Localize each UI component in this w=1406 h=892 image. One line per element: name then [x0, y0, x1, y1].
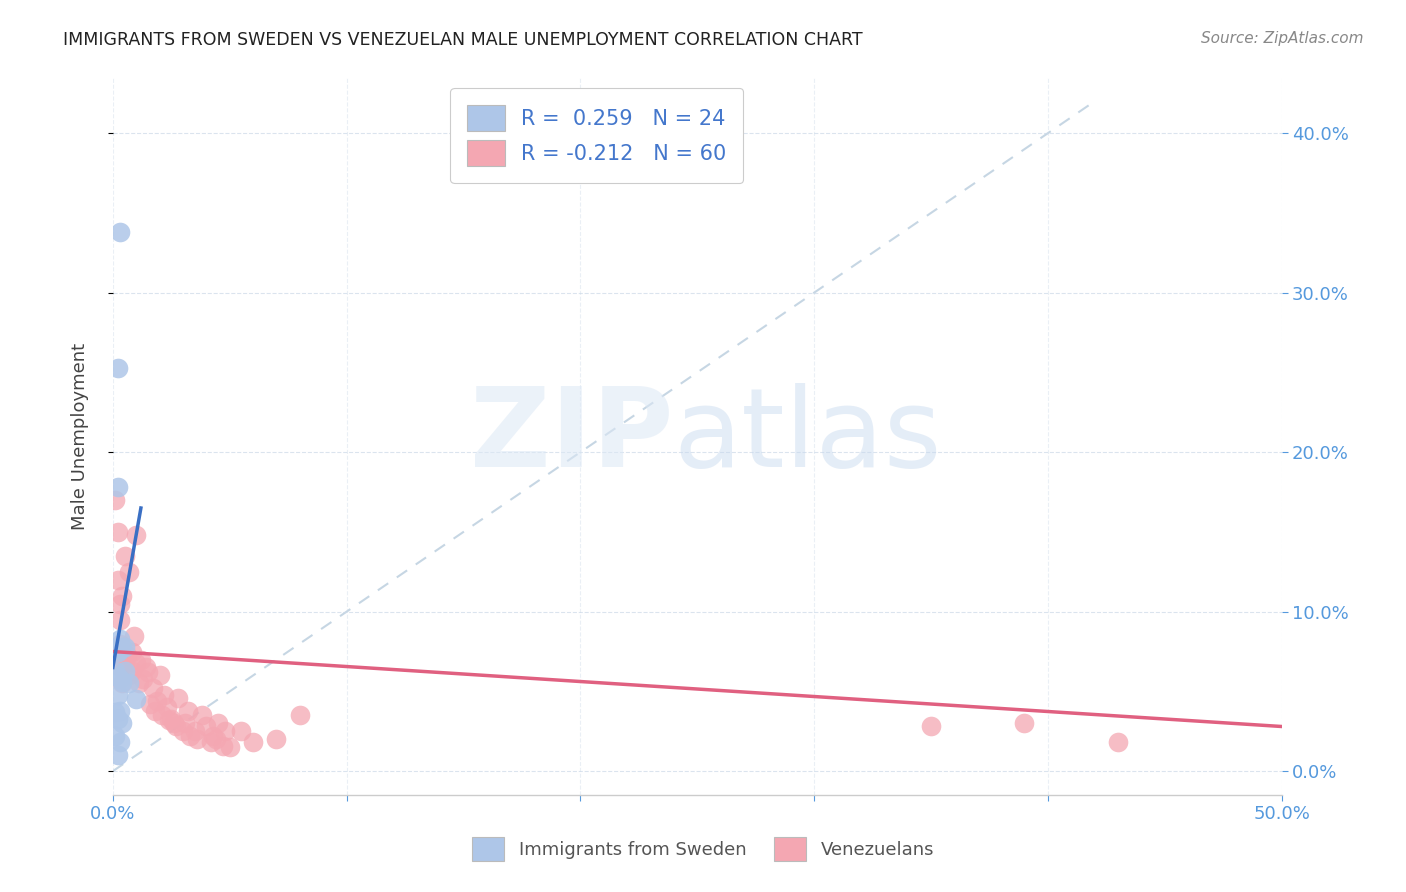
Point — [122, 629, 145, 643]
Point — [108, 704, 131, 718]
Point — [108, 660, 131, 674]
Point — [157, 713, 180, 727]
Point — [108, 735, 131, 749]
Point — [111, 716, 134, 731]
Point — [118, 565, 141, 579]
Point — [108, 643, 131, 657]
Point — [118, 676, 141, 690]
Point — [115, 648, 138, 662]
Point — [207, 716, 229, 731]
Point — [107, 712, 129, 726]
Point — [139, 697, 162, 711]
Point — [142, 681, 165, 696]
Point — [114, 656, 136, 670]
Point — [153, 688, 176, 702]
Point — [107, 360, 129, 375]
Point — [920, 719, 942, 733]
Point — [111, 674, 134, 689]
Point — [202, 729, 225, 743]
Point — [107, 688, 129, 702]
Point — [108, 597, 131, 611]
Point — [108, 613, 131, 627]
Point — [204, 732, 226, 747]
Point — [167, 690, 190, 705]
Point — [135, 660, 157, 674]
Point — [162, 716, 184, 731]
Point — [111, 640, 134, 654]
Point — [125, 692, 148, 706]
Point — [114, 640, 136, 654]
Point — [132, 672, 155, 686]
Point — [104, 705, 127, 719]
Point — [104, 493, 127, 508]
Point — [111, 589, 134, 603]
Point — [104, 664, 127, 678]
Text: IMMIGRANTS FROM SWEDEN VS VENEZUELAN MALE UNEMPLOYMENT CORRELATION CHART: IMMIGRANTS FROM SWEDEN VS VENEZUELAN MAL… — [63, 31, 863, 49]
Text: ZIP: ZIP — [471, 383, 673, 490]
Point — [172, 724, 194, 739]
Point — [108, 672, 131, 686]
Point — [195, 719, 218, 733]
Point — [183, 724, 205, 739]
Legend: R =  0.259   N = 24, R = -0.212   N = 60: R = 0.259 N = 24, R = -0.212 N = 60 — [450, 87, 744, 183]
Point — [214, 724, 236, 739]
Point — [165, 719, 187, 733]
Point — [190, 708, 212, 723]
Point — [143, 704, 166, 718]
Point — [121, 664, 143, 678]
Point — [160, 712, 183, 726]
Point — [242, 735, 264, 749]
Point — [211, 739, 233, 753]
Point — [1107, 735, 1129, 749]
Point — [107, 573, 129, 587]
Text: atlas: atlas — [673, 383, 942, 490]
Point — [1014, 716, 1036, 731]
Point — [125, 528, 148, 542]
Point — [218, 740, 240, 755]
Point — [146, 694, 169, 708]
Point — [176, 704, 198, 718]
Point — [200, 735, 222, 749]
Point — [266, 732, 288, 747]
Point — [111, 644, 134, 658]
Point — [121, 644, 143, 658]
Point — [149, 668, 172, 682]
Legend: Immigrants from Sweden, Venezuelans: Immigrants from Sweden, Venezuelans — [463, 829, 943, 870]
Point — [107, 524, 129, 539]
Point — [107, 644, 129, 658]
Point — [114, 664, 136, 678]
Point — [107, 748, 129, 763]
Point — [174, 716, 197, 731]
Point — [136, 665, 159, 680]
Point — [104, 641, 127, 656]
Point — [231, 724, 253, 739]
Point — [118, 668, 141, 682]
Point — [108, 636, 131, 650]
Point — [108, 225, 131, 239]
Point — [150, 708, 173, 723]
Point — [114, 549, 136, 563]
Point — [288, 708, 311, 723]
Point — [179, 729, 201, 743]
Point — [111, 676, 134, 690]
Point — [155, 700, 177, 714]
Text: Source: ZipAtlas.com: Source: ZipAtlas.com — [1201, 31, 1364, 46]
Point — [125, 656, 148, 670]
Point — [107, 480, 129, 494]
Point — [129, 652, 152, 666]
Point — [104, 729, 127, 743]
Point — [108, 632, 131, 646]
Y-axis label: Male Unemployment: Male Unemployment — [72, 343, 89, 530]
Point — [186, 732, 208, 747]
Point — [107, 670, 129, 684]
Point — [128, 676, 150, 690]
